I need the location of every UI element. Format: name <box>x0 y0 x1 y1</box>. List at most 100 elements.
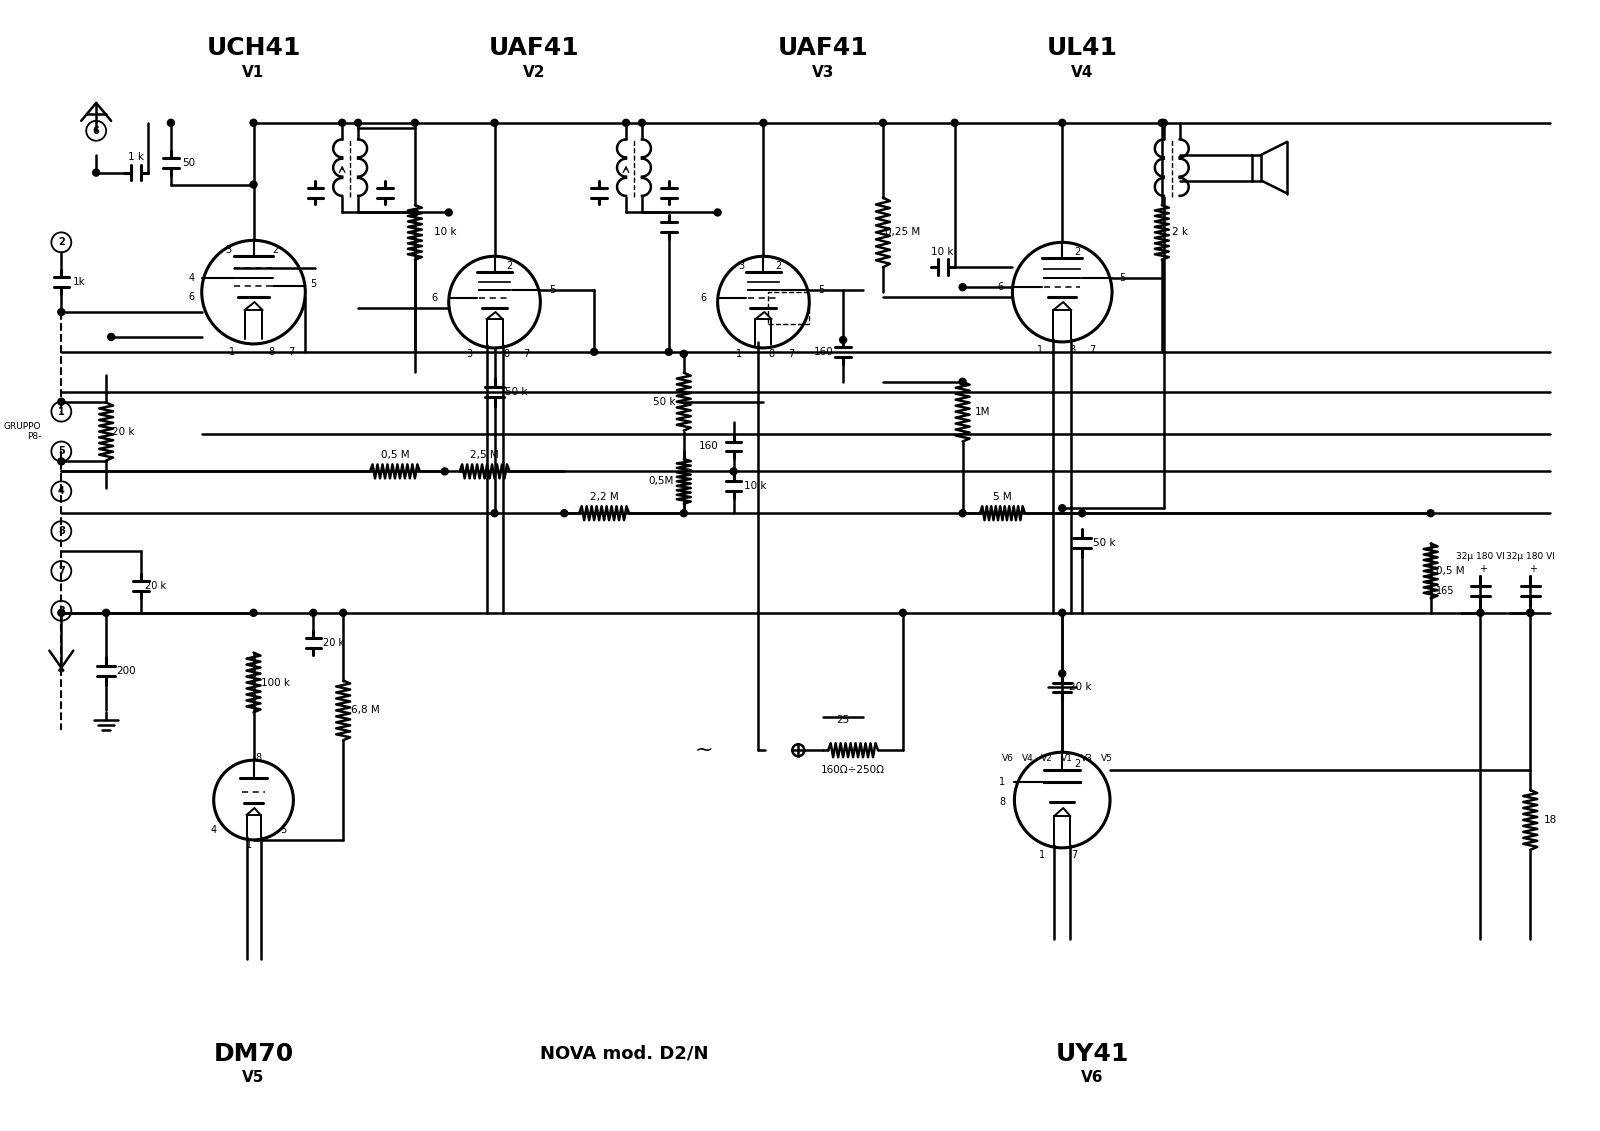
Circle shape <box>840 336 846 344</box>
Circle shape <box>1526 610 1534 616</box>
Circle shape <box>310 610 317 616</box>
Text: 160Ω÷250Ω: 160Ω÷250Ω <box>821 766 885 775</box>
Text: ~: ~ <box>694 741 714 760</box>
Text: 5: 5 <box>58 447 64 457</box>
Circle shape <box>1078 510 1086 517</box>
Text: 100 k: 100 k <box>261 677 290 688</box>
Text: 6: 6 <box>997 282 1003 292</box>
Text: V3: V3 <box>1082 753 1093 762</box>
Text: +: + <box>1480 564 1488 575</box>
Text: 18: 18 <box>1544 815 1557 824</box>
Circle shape <box>445 209 453 216</box>
Text: 1: 1 <box>245 840 251 849</box>
Circle shape <box>58 458 66 465</box>
Text: 10 k: 10 k <box>434 227 456 238</box>
Text: UL41: UL41 <box>1046 36 1118 60</box>
Text: 6,8 M: 6,8 M <box>350 706 379 716</box>
Circle shape <box>1059 120 1066 127</box>
Circle shape <box>168 120 174 127</box>
Circle shape <box>622 120 629 127</box>
Text: UY41: UY41 <box>1056 1042 1128 1067</box>
Text: 6: 6 <box>432 293 438 303</box>
Text: 2,5 M: 2,5 M <box>470 450 499 460</box>
Circle shape <box>411 120 418 127</box>
Circle shape <box>58 309 66 316</box>
Text: 2 k: 2 k <box>1171 227 1187 238</box>
Bar <box>1253 155 1261 181</box>
Circle shape <box>250 181 258 188</box>
Text: 8: 8 <box>269 347 275 357</box>
Text: 7: 7 <box>523 348 530 359</box>
Text: GRUPPO
P8-: GRUPPO P8- <box>3 422 42 441</box>
Text: 20 k: 20 k <box>146 581 166 590</box>
Text: 20 k: 20 k <box>323 638 344 648</box>
Text: 50 k: 50 k <box>1093 538 1115 549</box>
Text: 7: 7 <box>58 566 64 576</box>
Circle shape <box>880 120 886 127</box>
Text: 3: 3 <box>58 606 64 615</box>
Text: 165: 165 <box>1437 586 1454 596</box>
Text: 1: 1 <box>1040 849 1045 860</box>
Circle shape <box>411 209 418 216</box>
Text: 50 k: 50 k <box>653 397 675 407</box>
Text: 5: 5 <box>280 824 286 835</box>
Text: 8: 8 <box>58 526 64 536</box>
Text: 10 k: 10 k <box>931 248 954 257</box>
Text: DM70: DM70 <box>213 1042 294 1067</box>
Text: 1: 1 <box>1037 345 1043 355</box>
Circle shape <box>58 610 66 616</box>
Text: V5: V5 <box>242 1070 264 1086</box>
Text: 1 k: 1 k <box>128 152 144 162</box>
Text: 1: 1 <box>58 407 64 416</box>
Text: 8: 8 <box>1000 797 1005 808</box>
Text: 2: 2 <box>776 261 781 271</box>
Text: 0,5 M: 0,5 M <box>1437 566 1466 576</box>
Text: V4: V4 <box>1021 753 1034 762</box>
Text: 20 k: 20 k <box>1069 682 1091 692</box>
Circle shape <box>250 120 258 127</box>
Circle shape <box>107 334 115 340</box>
Circle shape <box>1059 670 1066 677</box>
Circle shape <box>1158 120 1165 127</box>
Text: UAF41: UAF41 <box>490 36 579 60</box>
Text: 160: 160 <box>813 347 834 357</box>
Text: V2: V2 <box>523 64 546 79</box>
Bar <box>768 292 810 323</box>
Text: 6: 6 <box>93 126 99 136</box>
Text: UAF41: UAF41 <box>778 36 869 60</box>
Circle shape <box>560 510 568 517</box>
Text: 200: 200 <box>117 665 136 675</box>
Text: 4: 4 <box>211 824 216 835</box>
Text: 2,2 M: 2,2 M <box>590 492 619 502</box>
Text: 0,5M: 0,5M <box>648 476 674 486</box>
Text: 3: 3 <box>226 245 232 256</box>
Text: 2: 2 <box>58 238 64 248</box>
Text: 20 k: 20 k <box>112 426 134 437</box>
Text: 6: 6 <box>189 292 195 302</box>
Text: 1M: 1M <box>974 407 990 416</box>
Text: UCH41: UCH41 <box>206 36 301 60</box>
Text: 10 k: 10 k <box>744 482 766 491</box>
Circle shape <box>491 120 498 127</box>
Text: 0,25 M: 0,25 M <box>885 227 920 238</box>
Text: 2: 2 <box>506 261 512 271</box>
Text: 25: 25 <box>837 716 850 725</box>
Text: 1: 1 <box>736 348 742 359</box>
Text: 1: 1 <box>1000 777 1005 787</box>
Text: 7: 7 <box>1070 849 1077 860</box>
Circle shape <box>1059 504 1066 511</box>
Text: 7: 7 <box>288 347 294 357</box>
Circle shape <box>58 398 66 405</box>
Circle shape <box>899 610 906 616</box>
Text: V6: V6 <box>1082 1070 1104 1086</box>
Circle shape <box>590 348 598 355</box>
Circle shape <box>93 170 99 176</box>
Text: 1: 1 <box>229 347 235 357</box>
Text: 50: 50 <box>182 157 195 167</box>
Text: 5 M: 5 M <box>994 492 1011 502</box>
Text: V6: V6 <box>1002 753 1013 762</box>
Circle shape <box>680 351 688 357</box>
Circle shape <box>680 510 688 517</box>
Text: V1: V1 <box>243 64 264 79</box>
Text: 4: 4 <box>189 274 195 283</box>
